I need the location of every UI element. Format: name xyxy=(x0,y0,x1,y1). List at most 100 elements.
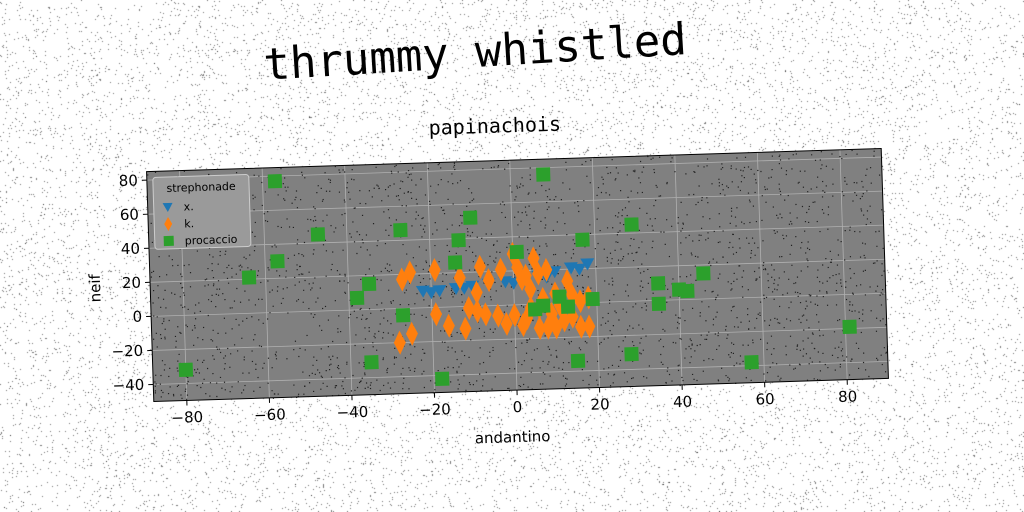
plot-noise-dot xyxy=(839,155,841,158)
plot-noise-dot xyxy=(223,272,225,274)
plot-noise-dot xyxy=(386,371,388,374)
plot-noise-dot xyxy=(611,158,613,161)
plot-noise-dot xyxy=(881,363,883,366)
plot-noise-dot xyxy=(167,392,170,395)
plot-noise-dot xyxy=(843,194,845,197)
plot-noise-dot xyxy=(158,275,161,278)
plot-noise-dot xyxy=(257,298,260,300)
plot-noise-dot xyxy=(460,363,462,365)
plot-noise-dot xyxy=(666,370,668,372)
plot-noise-dot xyxy=(229,307,231,309)
plot-noise-dot xyxy=(776,231,778,233)
plot-noise-dot xyxy=(197,359,199,361)
plot-noise-dot xyxy=(568,341,570,343)
plot-noise-dot xyxy=(803,329,805,331)
plot-noise-dot xyxy=(328,356,330,358)
plot-noise-dot xyxy=(237,350,239,352)
plot-noise-dot xyxy=(470,339,472,341)
plot-noise-dot xyxy=(796,276,799,278)
plot-noise-dot xyxy=(866,210,869,212)
plot-noise-dot xyxy=(471,231,474,234)
plot-noise-dot xyxy=(287,186,289,188)
plot-noise-dot xyxy=(647,282,649,284)
plot-noise-dot xyxy=(764,269,767,271)
plot-noise-dot xyxy=(378,187,380,190)
plot-noise-dot xyxy=(548,188,550,190)
y-tick-label: −40 xyxy=(112,376,144,395)
plot-noise-dot xyxy=(572,239,574,241)
plot-noise-dot xyxy=(461,309,464,311)
plot-noise-dot xyxy=(750,168,752,171)
plot-noise-dot xyxy=(193,369,196,371)
plot-noise-dot xyxy=(849,268,851,270)
plot-noise-dot xyxy=(242,389,245,391)
plot-noise-dot xyxy=(383,317,385,319)
plot-noise-dot xyxy=(413,370,416,372)
plot-noise-dot xyxy=(510,340,512,343)
plot-noise-dot xyxy=(285,276,287,278)
plot-noise-dot xyxy=(633,238,635,240)
plot-noise-dot xyxy=(799,301,802,304)
plot-noise-dot xyxy=(851,304,854,306)
plot-noise-dot xyxy=(553,254,555,256)
plot-noise-dot xyxy=(215,305,217,308)
plot-noise-dot xyxy=(728,246,730,249)
plot-noise-dot xyxy=(252,194,254,196)
plot-noise-dot xyxy=(778,277,780,279)
plot-noise-dot xyxy=(345,341,348,344)
plot-noise-dot xyxy=(296,269,298,271)
plot-noise-dot xyxy=(804,308,807,310)
plot-noise-dot xyxy=(765,296,768,299)
plot-noise-dot xyxy=(438,260,440,263)
plot-noise-dot xyxy=(670,161,672,163)
plot-noise-dot xyxy=(546,208,548,211)
plot-noise-dot xyxy=(741,286,744,288)
plot-noise-dot xyxy=(849,226,851,228)
plot-noise-dot xyxy=(605,192,607,194)
plot-noise-dot xyxy=(755,220,758,223)
plot-noise-dot xyxy=(215,293,217,296)
plot-noise-dot xyxy=(224,355,227,357)
data-point xyxy=(572,263,587,276)
plot-noise-dot xyxy=(520,305,523,307)
plot-noise-dot xyxy=(733,343,735,346)
plot-noise-dot xyxy=(659,156,661,158)
plot-noise-dot xyxy=(829,277,831,279)
plot-noise-dot xyxy=(365,234,368,236)
plot-noise-dot xyxy=(853,272,855,275)
plot-noise-dot xyxy=(334,387,336,389)
plot-noise-dot xyxy=(320,375,322,377)
plot-noise-dot xyxy=(164,289,166,292)
plot-noise-dot xyxy=(634,171,636,173)
plot-noise-dot xyxy=(405,324,407,326)
plot-noise-dot xyxy=(864,257,866,259)
plot-noise-dot xyxy=(364,374,366,376)
plot-noise-dot xyxy=(870,182,872,184)
plot-noise-dot xyxy=(788,158,790,160)
plot-noise-dot xyxy=(239,264,242,266)
plot-noise-dot xyxy=(790,301,792,303)
plot-noise-dot xyxy=(879,294,881,296)
plot-noise-dot xyxy=(275,355,277,357)
plot-noise-dot xyxy=(361,239,363,241)
plot-noise-dot xyxy=(604,322,607,324)
plot-noise-dot xyxy=(590,287,592,289)
plot-noise-dot xyxy=(603,338,605,340)
plot-noise-dot xyxy=(316,192,318,194)
plot-noise-dot xyxy=(501,211,503,214)
plot-noise-dot xyxy=(206,367,209,370)
plot-noise-dot xyxy=(641,171,643,173)
plot-noise-dot xyxy=(823,212,825,214)
plot-noise-dot xyxy=(394,381,396,383)
plot-noise-dot xyxy=(405,172,407,174)
plot-noise-dot xyxy=(761,195,763,197)
plot-noise-dot xyxy=(410,313,412,315)
plot-noise-dot xyxy=(420,178,422,180)
plot-noise-dot xyxy=(693,193,695,196)
data-point xyxy=(451,233,466,248)
x-tick-label: 60 xyxy=(755,390,775,409)
plot-noise-dot xyxy=(445,286,448,288)
plot-noise-dot xyxy=(506,232,508,235)
plot-noise-dot xyxy=(395,195,398,197)
plot-noise-dot xyxy=(458,225,461,227)
